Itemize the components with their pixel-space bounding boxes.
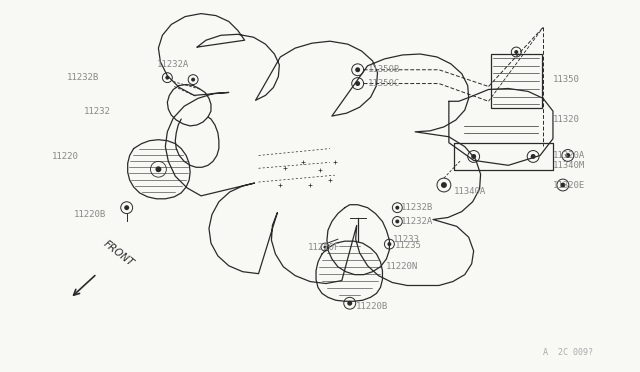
Text: 11232B: 11232B (67, 73, 99, 82)
Text: 11232: 11232 (84, 107, 111, 116)
Text: 11220B: 11220B (356, 302, 388, 311)
Text: 11350B: 11350B (367, 65, 400, 74)
Text: 11233: 11233 (392, 235, 419, 244)
Text: 11220B: 11220B (74, 210, 106, 219)
Circle shape (387, 242, 392, 246)
Circle shape (531, 154, 536, 159)
Text: 11320: 11320 (553, 115, 580, 124)
Text: 11220: 11220 (52, 152, 79, 161)
Bar (490, 54, 542, 108)
Circle shape (561, 183, 565, 187)
Text: 11350C: 11350C (367, 79, 400, 88)
Circle shape (515, 50, 518, 54)
Text: 11232A: 11232A (401, 217, 433, 226)
Text: 11320E: 11320E (553, 180, 585, 189)
Circle shape (348, 301, 352, 306)
Text: A  2C 009?: A 2C 009? (543, 349, 593, 357)
Circle shape (355, 81, 360, 86)
Circle shape (565, 153, 570, 158)
Circle shape (323, 246, 326, 248)
Text: FRONT: FRONT (102, 239, 136, 269)
Text: 11320A: 11320A (553, 151, 585, 160)
Circle shape (355, 67, 360, 72)
Text: 11350: 11350 (553, 75, 580, 84)
Circle shape (396, 206, 399, 210)
Circle shape (156, 166, 161, 172)
Circle shape (191, 78, 195, 81)
Circle shape (165, 76, 170, 80)
Text: 11220F: 11220F (308, 243, 340, 251)
Circle shape (441, 182, 447, 188)
Text: 11340M: 11340M (553, 161, 585, 170)
Text: 11340A: 11340A (454, 187, 486, 196)
Circle shape (124, 205, 129, 210)
Text: 11232B: 11232B (401, 203, 433, 212)
Circle shape (396, 219, 399, 224)
Circle shape (471, 154, 476, 159)
Text: 11232A: 11232A (156, 60, 189, 69)
Text: 11220N: 11220N (385, 262, 418, 271)
Text: 11235: 11235 (396, 241, 422, 250)
